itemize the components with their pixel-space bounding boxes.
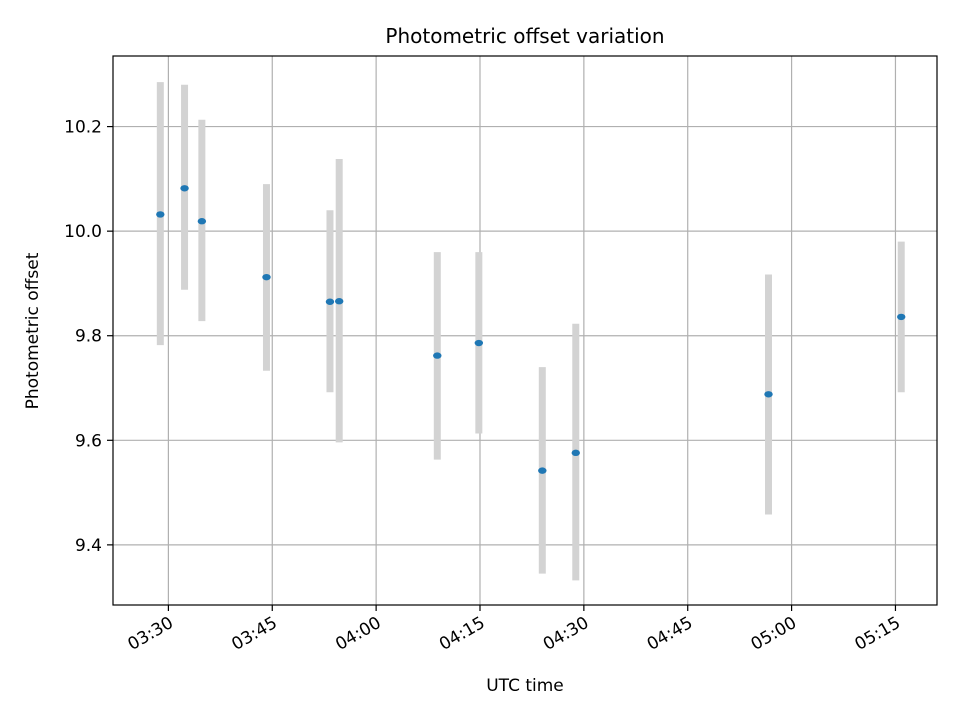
- y-tick-label: 10.2: [64, 118, 102, 138]
- data-point: [764, 391, 773, 398]
- data-point: [156, 211, 165, 218]
- plot-frame: [112, 55, 938, 606]
- chart-title: Photometric offset variation: [385, 24, 664, 48]
- y-axis-label: Photometric offset: [23, 252, 43, 409]
- data-point: [197, 218, 207, 225]
- y-tick-label: 9.4: [75, 536, 102, 556]
- data-point: [474, 339, 484, 347]
- y-tick-label: 9.8: [75, 327, 102, 347]
- y-tick-label: 9.6: [75, 431, 102, 451]
- y-axis: 9.4 9.6 9.8 10.0 10.2: [64, 118, 113, 556]
- x-axis-label: UTC time: [486, 676, 564, 696]
- grid: [113, 56, 937, 605]
- data-point: [897, 313, 906, 321]
- data-points: [156, 185, 906, 474]
- y-tick-label: 10.0: [64, 222, 102, 242]
- data-point: [538, 467, 547, 474]
- data-point: [334, 298, 344, 305]
- data-point: [262, 273, 271, 281]
- data-point: [180, 185, 189, 192]
- data-point: [571, 449, 580, 457]
- data-point: [325, 298, 335, 305]
- data-point: [433, 352, 442, 359]
